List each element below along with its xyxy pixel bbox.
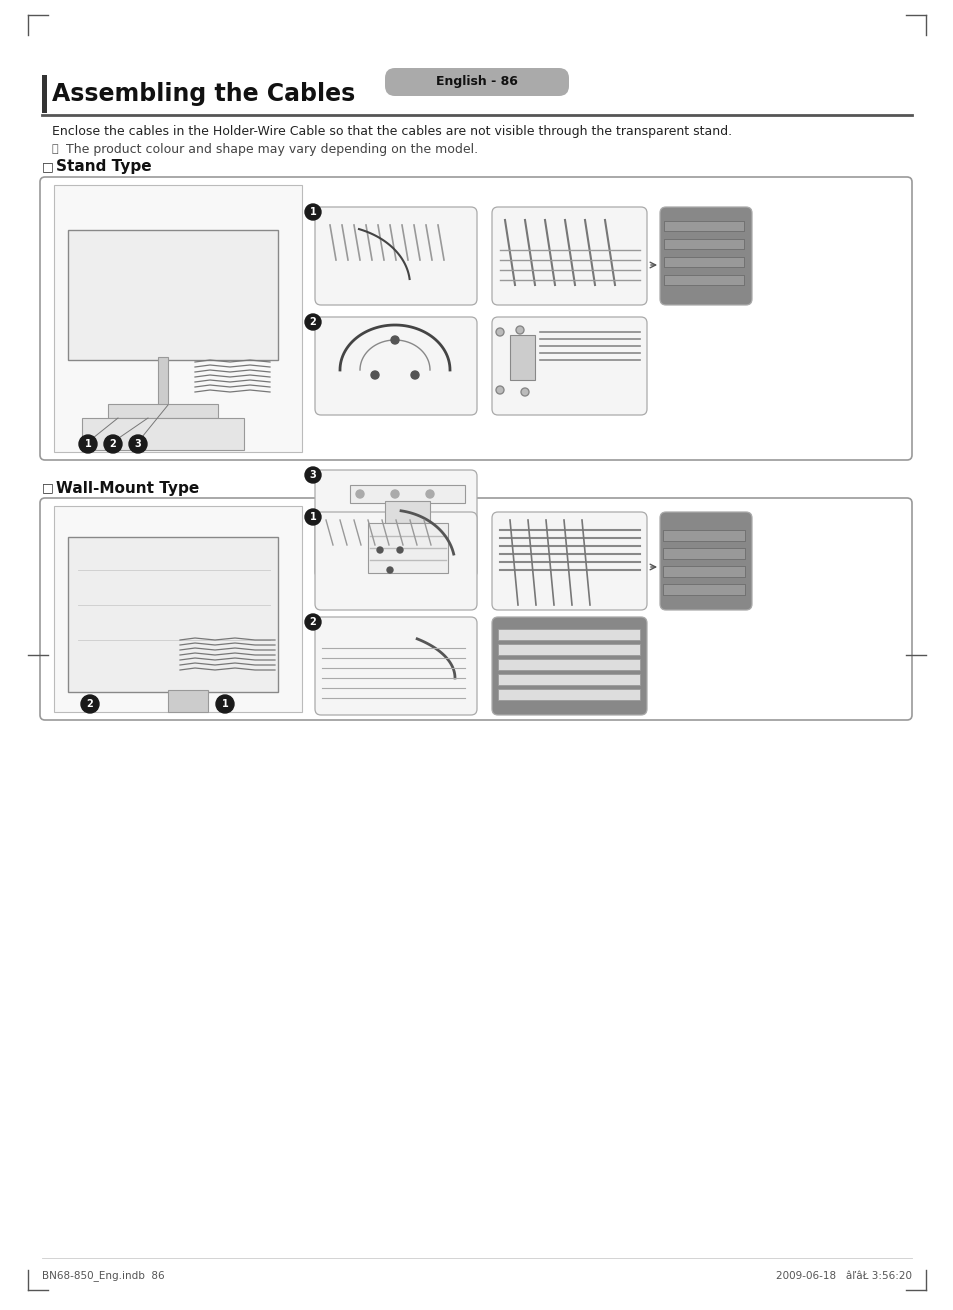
FancyBboxPatch shape — [659, 512, 751, 610]
FancyBboxPatch shape — [314, 512, 476, 610]
Bar — [497, 629, 639, 641]
Text: 2: 2 — [110, 439, 116, 449]
Bar — [497, 689, 639, 700]
FancyBboxPatch shape — [40, 177, 911, 460]
Text: 1: 1 — [85, 439, 91, 449]
Bar — [68, 537, 277, 692]
Bar — [662, 531, 744, 541]
Text: Enclose the cables in the Holder-Wire Cable so that the cables are not visible t: Enclose the cables in the Holder-Wire Ca… — [52, 124, 731, 138]
FancyBboxPatch shape — [314, 470, 476, 578]
Bar — [497, 645, 639, 655]
FancyBboxPatch shape — [314, 207, 476, 305]
Bar — [510, 335, 535, 380]
Text: Assembling the Cables: Assembling the Cables — [52, 83, 355, 106]
Text: 3: 3 — [134, 439, 141, 449]
Bar — [497, 675, 639, 685]
Text: 3: 3 — [310, 470, 316, 479]
Text: □: □ — [42, 482, 53, 494]
Circle shape — [376, 548, 382, 553]
Bar — [662, 548, 744, 559]
Bar — [385, 500, 430, 523]
Text: BN68-850_Eng.indb  86: BN68-850_Eng.indb 86 — [42, 1271, 165, 1281]
Bar — [82, 418, 244, 451]
Text: 2009-06-18   âľâŁ 3:56:20: 2009-06-18 âľâŁ 3:56:20 — [775, 1271, 911, 1281]
Bar — [54, 506, 302, 713]
Text: 2: 2 — [87, 700, 93, 709]
Circle shape — [411, 371, 418, 379]
Circle shape — [79, 435, 97, 453]
Bar — [663, 221, 743, 231]
Circle shape — [496, 386, 503, 394]
Text: 2: 2 — [310, 317, 316, 328]
Text: Wall-Mount Type: Wall-Mount Type — [56, 481, 199, 495]
Bar — [497, 659, 639, 669]
Bar — [663, 275, 743, 286]
Circle shape — [355, 490, 364, 498]
Bar — [54, 185, 302, 452]
Text: The product colour and shape may vary depending on the model.: The product colour and shape may vary de… — [66, 143, 477, 156]
Circle shape — [391, 490, 398, 498]
Circle shape — [129, 435, 147, 453]
Circle shape — [215, 696, 233, 713]
Text: 2: 2 — [310, 617, 316, 627]
Circle shape — [496, 328, 503, 335]
Bar — [158, 358, 168, 405]
FancyBboxPatch shape — [40, 498, 911, 720]
Circle shape — [305, 204, 320, 220]
Text: 1: 1 — [221, 700, 228, 709]
Bar — [68, 231, 277, 360]
Circle shape — [396, 548, 402, 553]
Circle shape — [305, 314, 320, 330]
FancyBboxPatch shape — [492, 512, 646, 610]
Bar — [662, 566, 744, 576]
FancyBboxPatch shape — [492, 317, 646, 415]
Text: 1: 1 — [310, 512, 316, 521]
FancyBboxPatch shape — [659, 207, 751, 305]
Circle shape — [391, 335, 398, 345]
Text: Stand Type: Stand Type — [56, 160, 152, 174]
FancyBboxPatch shape — [492, 617, 646, 715]
Circle shape — [305, 466, 320, 483]
Text: ⓘ: ⓘ — [52, 144, 58, 155]
Bar — [168, 690, 208, 713]
Bar — [368, 523, 448, 572]
Bar — [42, 75, 47, 113]
Text: English - 86: English - 86 — [436, 76, 517, 89]
Text: □: □ — [42, 161, 53, 173]
Circle shape — [426, 490, 434, 498]
Circle shape — [104, 435, 122, 453]
Circle shape — [520, 388, 529, 396]
Bar — [108, 403, 218, 418]
FancyBboxPatch shape — [492, 207, 646, 305]
Text: 1: 1 — [310, 207, 316, 217]
Bar — [663, 257, 743, 267]
FancyBboxPatch shape — [314, 317, 476, 415]
Circle shape — [305, 510, 320, 525]
Circle shape — [81, 696, 99, 713]
Circle shape — [305, 614, 320, 630]
FancyBboxPatch shape — [314, 617, 476, 715]
Circle shape — [516, 326, 523, 334]
Bar — [350, 485, 464, 503]
Bar — [662, 584, 744, 595]
FancyBboxPatch shape — [385, 68, 568, 96]
Circle shape — [387, 567, 393, 572]
Bar — [663, 238, 743, 249]
Circle shape — [371, 371, 378, 379]
